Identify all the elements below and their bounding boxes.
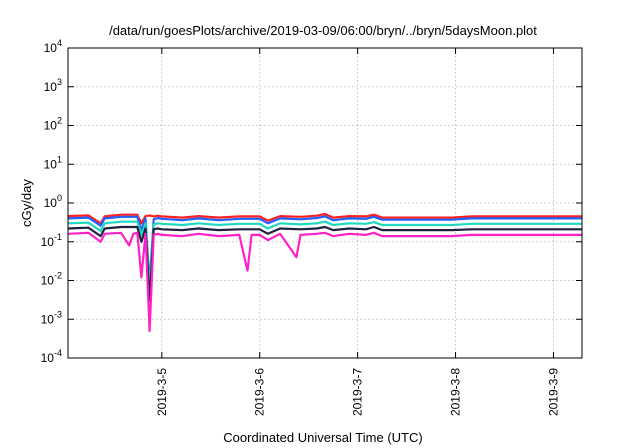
series-line-1 [67, 212, 582, 225]
y-tick-label: 100 [44, 193, 62, 210]
y-tick-label: 10-2 [41, 271, 62, 288]
x-tick-label: 2019-3-8 [449, 368, 463, 416]
series-line-3 [67, 220, 582, 291]
y-tick-label: 104 [44, 38, 62, 55]
series-line-4 [67, 225, 582, 302]
series-line-2 [67, 215, 582, 286]
y-axis-label: cGy/day [19, 179, 34, 227]
series-line-5 [67, 231, 582, 332]
x-axis-label: Coordinated Universal Time (UTC) [223, 430, 422, 445]
grid-lines [68, 48, 582, 358]
x-tick-label: 2019-3-9 [546, 368, 560, 416]
y-tick-label: 10-1 [41, 232, 62, 249]
x-tick-label: 2019-3-6 [253, 368, 267, 416]
series-layer [67, 212, 582, 332]
x-axis: 2019-3-5 2019-3-6 2019-3-7 2019-3-8 2019-3-9 [155, 48, 560, 416]
y-tick-label: 10-4 [41, 348, 62, 365]
x-tick-label: 2019-3-7 [351, 368, 365, 416]
y-tick-label: 103 [44, 77, 62, 94]
y-tick-label: 101 [44, 154, 62, 171]
y-tick-label: 102 [44, 116, 62, 133]
y-tick-label: 10-3 [41, 309, 62, 326]
chart-title: /data/run/goesPlots/archive/2019-03-09/0… [109, 23, 537, 38]
x-tick-label: 2019-3-5 [155, 368, 169, 416]
y-axis: 10-4 10-3 10-2 10-1 100 101 102 103 104 [41, 38, 582, 365]
